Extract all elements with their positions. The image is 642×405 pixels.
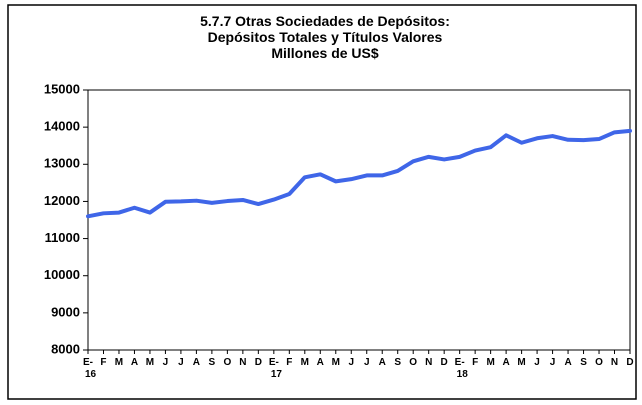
- x-tick-label: J: [178, 357, 184, 368]
- y-tick-label: 14000: [44, 119, 80, 134]
- x-tick-label: M: [115, 357, 123, 368]
- x-tick-label: J: [550, 357, 556, 368]
- chart-title: Depósitos Totales y Títulos Valores: [208, 29, 443, 45]
- y-tick-label: 11000: [45, 230, 80, 245]
- x-tick-label: D: [441, 357, 448, 368]
- data-line: [86, 128, 632, 219]
- x-tick-label: S: [580, 357, 587, 368]
- x-tick-label: A: [502, 357, 509, 368]
- x-tick-label: F: [286, 357, 292, 368]
- y-tick-label: 8000: [51, 341, 80, 356]
- y-tick-label: 9000: [51, 304, 80, 319]
- x-tick-label: M: [517, 357, 525, 368]
- x-tick-label: F: [472, 357, 478, 368]
- y-tick-label: 13000: [44, 156, 80, 171]
- x-tick-label: M: [301, 357, 309, 368]
- x-tick-label: S: [394, 357, 401, 368]
- x-tick-label: A: [564, 357, 571, 368]
- x-tick-label: A: [193, 357, 200, 368]
- x-tick-label: J: [364, 357, 370, 368]
- x-tick-label: A: [379, 357, 386, 368]
- x-tick-label: O: [223, 357, 231, 368]
- x-tick-label: M: [146, 357, 154, 368]
- x-tick-label: J: [534, 357, 540, 368]
- x-tick-label: O: [595, 357, 603, 368]
- plot-area: [87, 89, 631, 351]
- chart-frame: [7, 4, 637, 400]
- x-year-label: 17: [271, 369, 283, 380]
- y-tick-label: 15000: [44, 81, 80, 96]
- x-tick-label: A: [131, 357, 138, 368]
- y-tick-label: 10000: [44, 267, 80, 282]
- x-tick-label: E-: [455, 357, 465, 368]
- x-tick-label: D: [626, 357, 633, 368]
- x-tick-label: A: [317, 357, 324, 368]
- x-year-label: 18: [457, 369, 469, 380]
- x-tick-label: E-: [83, 357, 93, 368]
- x-tick-label: M: [332, 357, 340, 368]
- x-tick-label: J: [348, 357, 354, 368]
- x-tick-label: N: [239, 357, 246, 368]
- chart-title: 5.7.7 Otras Sociedades de Depósitos:: [200, 13, 450, 29]
- y-tick-label: 12000: [44, 193, 80, 208]
- x-tick-label: O: [409, 357, 417, 368]
- x-tick-label: M: [486, 357, 494, 368]
- chart-title: Millones de US$: [271, 45, 379, 61]
- x-year-label: 16: [85, 369, 97, 380]
- x-tick-label: D: [255, 357, 262, 368]
- x-tick-label: F: [100, 357, 106, 368]
- x-tick-label: J: [163, 357, 169, 368]
- x-tick-label: N: [611, 357, 618, 368]
- x-tick-label: N: [425, 357, 432, 368]
- x-tick-label: E-: [269, 357, 279, 368]
- x-tick-label: S: [209, 357, 216, 368]
